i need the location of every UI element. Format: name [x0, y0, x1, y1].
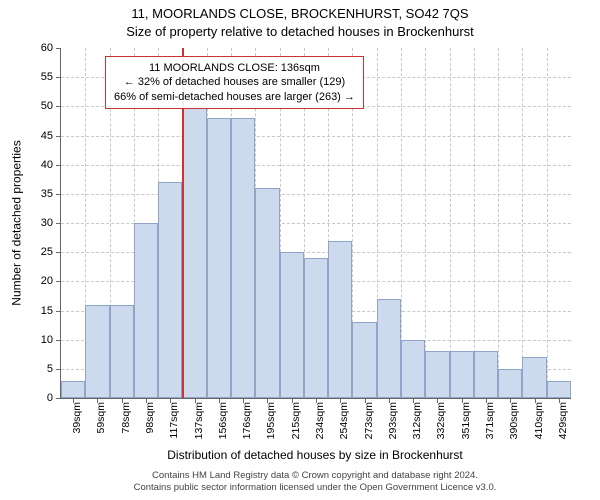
ytick-label: 45 — [23, 130, 53, 142]
xtick-label: 371sqm — [484, 402, 496, 439]
chart-container: 11, MOORLANDS CLOSE, BROCKENHURST, SO42 … — [0, 0, 600, 500]
xtick-label: 176sqm — [241, 402, 253, 439]
xtick-label: 332sqm — [435, 402, 447, 439]
xtick-label: 137sqm — [193, 402, 205, 439]
histogram-bar — [280, 252, 304, 398]
xtick-label: 351sqm — [460, 402, 472, 439]
ytick — [56, 106, 61, 107]
ytick — [56, 281, 61, 282]
ytick — [56, 398, 61, 399]
histogram-bar — [207, 118, 231, 398]
histogram-bar — [134, 223, 158, 398]
xtick-label: 293sqm — [387, 402, 399, 439]
histogram-bar — [498, 369, 522, 398]
annotation-line3: 66% of semi-detached houses are larger (… — [114, 90, 355, 104]
ytick — [56, 194, 61, 195]
x-axis-label: Distribution of detached houses by size … — [60, 448, 570, 462]
ytick — [56, 136, 61, 137]
histogram-bar — [110, 305, 134, 398]
ytick — [56, 223, 61, 224]
histogram-bar — [425, 351, 449, 398]
ytick-label: 35 — [23, 188, 53, 200]
annotation-line2: ← 32% of detached houses are smaller (12… — [114, 75, 355, 89]
gridline-v — [522, 48, 523, 398]
histogram-bar — [547, 381, 571, 399]
xtick-label: 78sqm — [120, 402, 132, 434]
ytick — [56, 340, 61, 341]
ytick-label: 55 — [23, 71, 53, 83]
gridline-v — [425, 48, 426, 398]
histogram-bar — [401, 340, 425, 398]
ytick-label: 20 — [23, 275, 53, 287]
ytick-label: 10 — [23, 334, 53, 346]
histogram-bar — [85, 305, 109, 398]
xtick-label: 312sqm — [411, 402, 423, 439]
ytick — [56, 252, 61, 253]
annotation-line1: 11 MOORLANDS CLOSE: 136sqm — [114, 61, 355, 75]
gridline-v — [498, 48, 499, 398]
histogram-bar — [158, 182, 182, 398]
histogram-bar — [328, 241, 352, 399]
ytick-label: 0 — [23, 392, 53, 404]
gridline-v — [547, 48, 548, 398]
annotation-box: 11 MOORLANDS CLOSE: 136sqm← 32% of detac… — [105, 56, 364, 109]
histogram-bar — [522, 357, 546, 398]
ytick — [56, 311, 61, 312]
gridline-h — [61, 194, 571, 195]
xtick-label: 390sqm — [508, 402, 520, 439]
histogram-bar — [255, 188, 279, 398]
ytick-label: 50 — [23, 100, 53, 112]
ytick-label: 25 — [23, 246, 53, 258]
xtick-label: 117sqm — [168, 402, 180, 439]
ytick-label: 15 — [23, 305, 53, 317]
xtick-label: 215sqm — [290, 402, 302, 439]
ytick-label: 40 — [23, 159, 53, 171]
xtick-label: 410sqm — [533, 402, 545, 439]
xtick-label: 234sqm — [314, 402, 326, 439]
ytick — [56, 369, 61, 370]
gridline-v — [450, 48, 451, 398]
xtick-label: 429sqm — [557, 402, 569, 439]
xtick-label: 273sqm — [363, 402, 375, 439]
histogram-bar — [231, 118, 255, 398]
histogram-bar — [450, 351, 474, 398]
histogram-bar — [377, 299, 401, 398]
gridline-v — [474, 48, 475, 398]
chart-title-line2: Size of property relative to detached ho… — [0, 24, 600, 39]
histogram-bar — [304, 258, 328, 398]
xtick-label: 254sqm — [338, 402, 350, 439]
xtick-label: 156sqm — [217, 402, 229, 439]
ytick-label: 60 — [23, 42, 53, 54]
xtick-label: 39sqm — [71, 402, 83, 434]
histogram-bar — [474, 351, 498, 398]
histogram-bar — [61, 381, 85, 399]
ytick — [56, 165, 61, 166]
xtick-label: 98sqm — [144, 402, 156, 434]
chart-title-line1: 11, MOORLANDS CLOSE, BROCKENHURST, SO42 … — [0, 6, 600, 21]
gridline-h — [61, 165, 571, 166]
ytick — [56, 77, 61, 78]
gridline-h — [61, 136, 571, 137]
histogram-bar — [352, 322, 376, 398]
ytick-label: 5 — [23, 363, 53, 375]
xtick-label: 195sqm — [265, 402, 277, 439]
footnote: Contains HM Land Registry data © Crown c… — [60, 470, 570, 494]
ytick — [56, 48, 61, 49]
ytick-label: 30 — [23, 217, 53, 229]
histogram-bar — [182, 106, 206, 398]
xtick-label: 59sqm — [95, 402, 107, 434]
y-axis-label: Number of detached properties — [10, 48, 24, 398]
plot-area: 05101520253035404550556039sqm59sqm78sqm9… — [60, 48, 571, 399]
